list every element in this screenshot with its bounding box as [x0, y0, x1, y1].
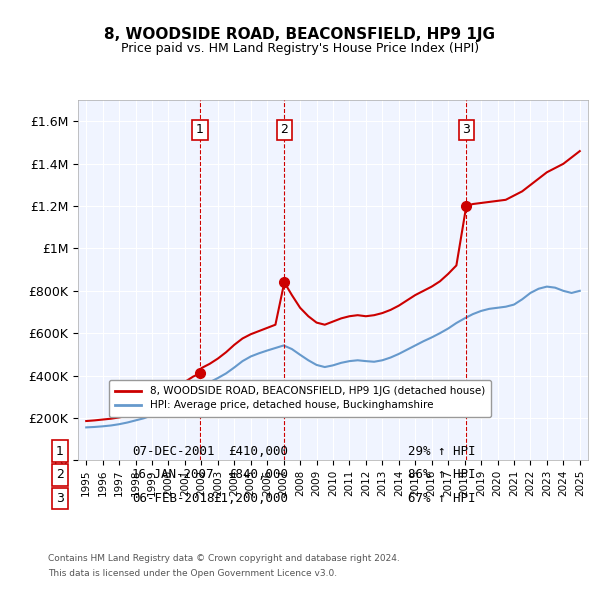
- Legend: 8, WOODSIDE ROAD, BEACONSFIELD, HP9 1JG (detached house), HPI: Average price, de: 8, WOODSIDE ROAD, BEACONSFIELD, HP9 1JG …: [109, 380, 491, 417]
- Text: 86% ↑ HPI: 86% ↑ HPI: [408, 468, 476, 481]
- Text: 2: 2: [56, 468, 64, 481]
- Text: 3: 3: [463, 123, 470, 136]
- Text: 2: 2: [280, 123, 288, 136]
- Text: 1: 1: [196, 123, 204, 136]
- Text: 8, WOODSIDE ROAD, BEACONSFIELD, HP9 1JG: 8, WOODSIDE ROAD, BEACONSFIELD, HP9 1JG: [104, 27, 496, 41]
- Text: Price paid vs. HM Land Registry's House Price Index (HPI): Price paid vs. HM Land Registry's House …: [121, 42, 479, 55]
- Text: 07-DEC-2001: 07-DEC-2001: [132, 445, 215, 458]
- Text: 16-JAN-2007: 16-JAN-2007: [132, 468, 215, 481]
- Text: £840,000: £840,000: [228, 468, 288, 481]
- Text: £1,200,000: £1,200,000: [213, 492, 288, 505]
- Text: 29% ↑ HPI: 29% ↑ HPI: [408, 445, 476, 458]
- Text: 67% ↑ HPI: 67% ↑ HPI: [408, 492, 476, 505]
- Text: £410,000: £410,000: [228, 445, 288, 458]
- Text: This data is licensed under the Open Government Licence v3.0.: This data is licensed under the Open Gov…: [48, 569, 337, 578]
- Text: 06-FEB-2018: 06-FEB-2018: [132, 492, 215, 505]
- Text: Contains HM Land Registry data © Crown copyright and database right 2024.: Contains HM Land Registry data © Crown c…: [48, 555, 400, 563]
- Text: 1: 1: [56, 445, 64, 458]
- Text: 3: 3: [56, 492, 64, 505]
